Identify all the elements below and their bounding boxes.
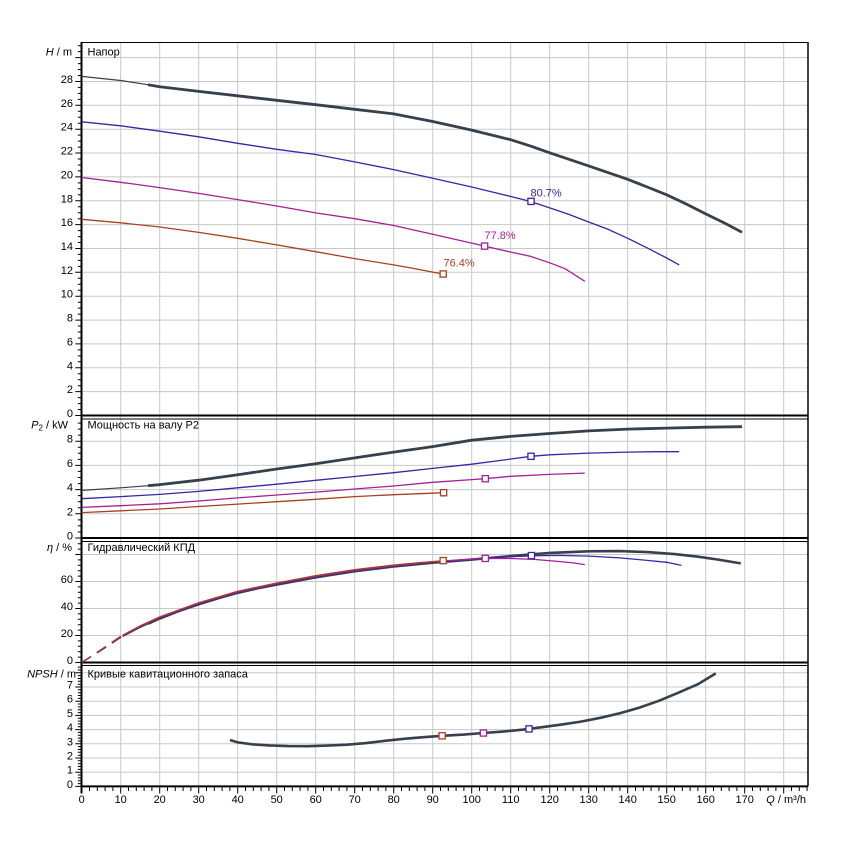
svg-text:70: 70 (349, 794, 361, 806)
svg-text:Мощность на валу P2: Мощность на валу P2 (88, 420, 200, 432)
svg-text:76.4%: 76.4% (444, 258, 475, 270)
svg-text:0: 0 (67, 779, 73, 791)
svg-text:2: 2 (67, 384, 73, 396)
svg-text:1: 1 (67, 765, 73, 777)
svg-text:77.8%: 77.8% (485, 230, 516, 242)
svg-text:0: 0 (67, 655, 73, 667)
svg-text:30: 30 (193, 794, 205, 806)
svg-text:4: 4 (67, 482, 73, 494)
svg-text:8: 8 (67, 434, 73, 446)
svg-text:6: 6 (67, 694, 73, 706)
svg-text:0: 0 (79, 794, 85, 806)
svg-text:60: 60 (310, 794, 322, 806)
svg-text:24: 24 (61, 122, 73, 134)
svg-text:80: 80 (388, 794, 400, 806)
svg-text:Гидравлический КПД: Гидравлический КПД (88, 542, 196, 554)
svg-text:12: 12 (61, 265, 73, 277)
svg-text:0: 0 (67, 531, 73, 543)
svg-text:130: 130 (580, 794, 598, 806)
svg-text:4: 4 (67, 360, 73, 372)
svg-text:η / %: η / % (47, 542, 72, 554)
svg-text:14: 14 (61, 241, 73, 253)
svg-text:Напор: Напор (88, 47, 120, 59)
svg-text:110: 110 (502, 794, 520, 806)
svg-text:28: 28 (61, 74, 73, 86)
svg-text:170: 170 (736, 794, 754, 806)
svg-text:7: 7 (67, 680, 73, 692)
svg-text:40: 40 (232, 794, 244, 806)
svg-text:90: 90 (427, 794, 439, 806)
svg-text:26: 26 (61, 98, 73, 110)
svg-text:0: 0 (67, 408, 73, 420)
svg-text:100: 100 (463, 794, 481, 806)
svg-text:Q / m³/h: Q / m³/h (766, 794, 806, 806)
svg-text:P2 / kW: P2 / kW (31, 420, 68, 433)
svg-text:60: 60 (61, 574, 73, 586)
svg-text:H / m: H / m (46, 47, 72, 59)
svg-text:Кривые кавитационного запаса: Кривые кавитационного запаса (88, 669, 249, 681)
svg-text:20: 20 (154, 794, 166, 806)
svg-text:50: 50 (271, 794, 283, 806)
svg-text:18: 18 (61, 193, 73, 205)
svg-text:120: 120 (541, 794, 559, 806)
svg-text:16: 16 (61, 217, 73, 229)
svg-text:10: 10 (61, 289, 73, 301)
svg-text:80.7%: 80.7% (531, 188, 562, 200)
svg-text:6: 6 (67, 336, 73, 348)
svg-text:140: 140 (619, 794, 637, 806)
svg-text:2: 2 (67, 506, 73, 518)
svg-text:20: 20 (61, 628, 73, 640)
svg-text:20: 20 (61, 169, 73, 181)
svg-text:2: 2 (67, 751, 73, 763)
svg-text:40: 40 (61, 601, 73, 613)
svg-text:5: 5 (67, 708, 73, 720)
svg-text:160: 160 (697, 794, 715, 806)
svg-text:6: 6 (67, 458, 73, 470)
svg-text:4: 4 (67, 722, 73, 734)
svg-text:3: 3 (67, 736, 73, 748)
svg-text:NPSH / m: NPSH / m (27, 669, 76, 681)
svg-text:22: 22 (61, 146, 73, 158)
svg-text:10: 10 (115, 794, 127, 806)
svg-text:150: 150 (658, 794, 676, 806)
svg-text:8: 8 (67, 313, 73, 325)
